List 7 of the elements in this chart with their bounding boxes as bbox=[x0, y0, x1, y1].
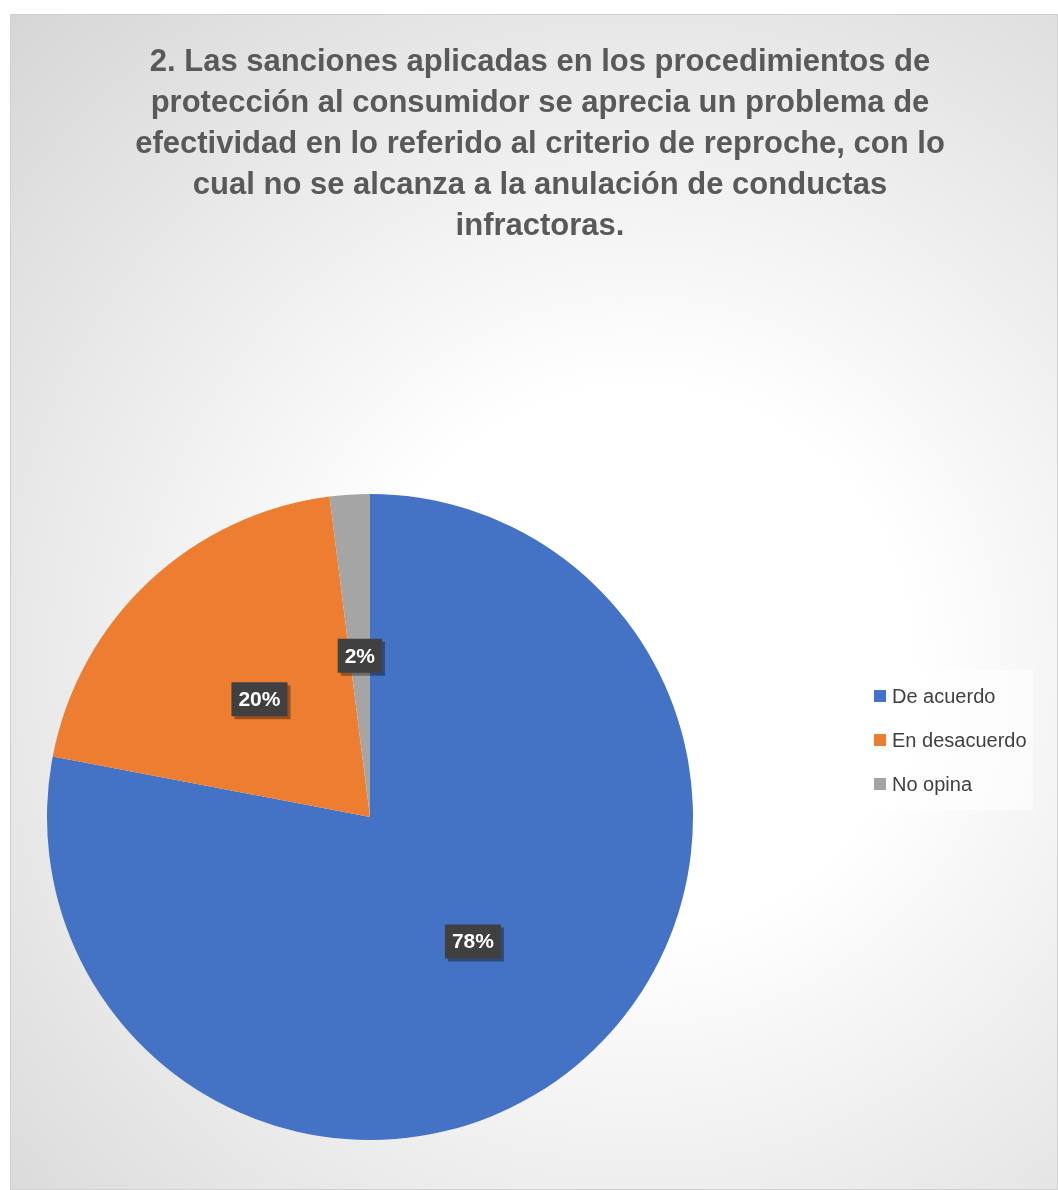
chart-title: 2. Las sanciones aplicadas en los procedimientos de protección al consumidor se aprecia un problema de efectividad en lo referido al criterio de reproche, con lo cual no se alcanza a la anulación de conductas infractoras. bbox=[134, 42, 946, 244]
legend-label: De acuerdo bbox=[892, 684, 996, 708]
legend-label: No opina bbox=[892, 772, 973, 796]
legend-label: En desacuerdo bbox=[892, 728, 1027, 752]
data-label: 78% bbox=[451, 929, 495, 953]
data-label: 2% bbox=[344, 643, 376, 667]
data-label: 20% bbox=[238, 687, 281, 711]
